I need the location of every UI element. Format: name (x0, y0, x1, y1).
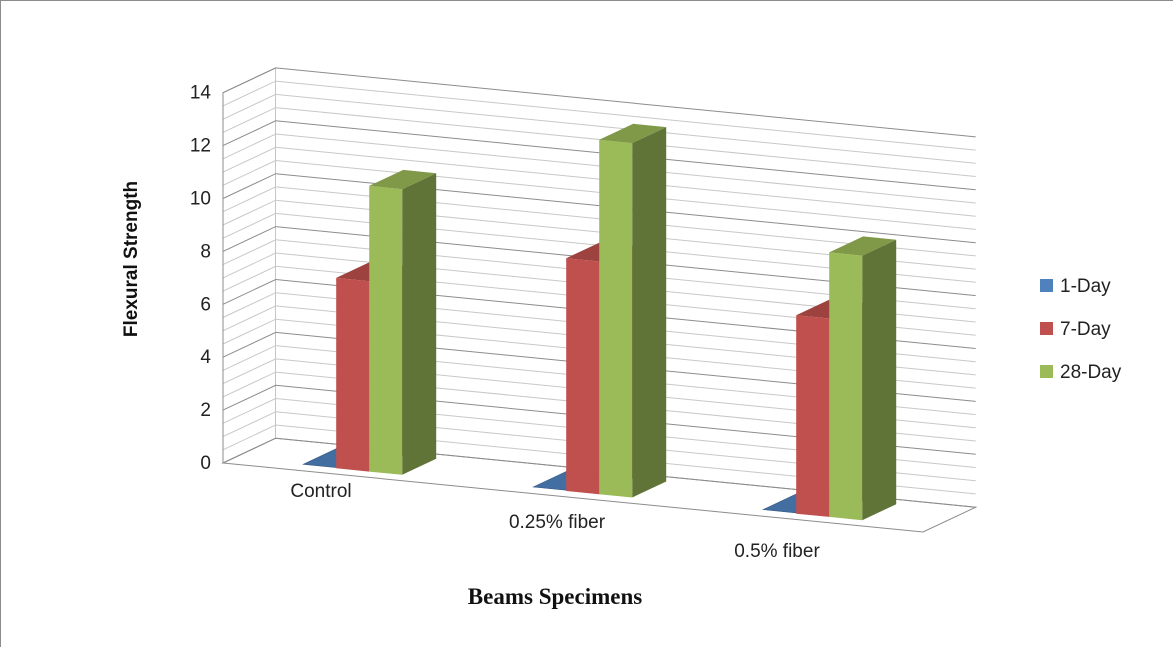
legend-item-7-day: 7-Day (1040, 319, 1111, 340)
legend-swatch (1040, 322, 1053, 335)
minor-gridline (222, 252, 976, 323)
minor-gridline (222, 292, 976, 363)
bar-28-day-1 (369, 169, 437, 475)
gridlines (222, 67, 976, 508)
y-tick-label: 14 (190, 83, 212, 104)
bar-28-day-2 (599, 123, 667, 498)
major-gridline (222, 437, 976, 508)
legend-item-1-day: 1-Day (1040, 276, 1111, 297)
major-gridline (222, 120, 976, 191)
minor-gridline (222, 146, 976, 217)
minor-gridline (222, 411, 976, 482)
minor-gridline (222, 424, 976, 495)
minor-gridline (222, 265, 976, 336)
minor-gridline (222, 239, 976, 310)
minor-gridline (222, 397, 976, 468)
legend-swatch (1040, 279, 1053, 292)
bar-28-day-3 (829, 236, 897, 521)
legend-label: 1-Day (1060, 276, 1111, 297)
y-tick-label: 12 (190, 136, 211, 157)
minor-gridline (222, 159, 976, 230)
minor-gridline (222, 318, 976, 389)
x-category-label: 0.5% fiber (734, 541, 820, 562)
minor-gridline (222, 358, 976, 429)
y-axis-title: Flexural Strength (121, 181, 142, 337)
major-gridline (222, 173, 976, 244)
legend: 1-Day 7-Day 28-Day (1040, 276, 1122, 383)
y-tick-label: 6 (200, 294, 211, 315)
minor-gridline (222, 305, 976, 376)
y-tick-label: 2 (200, 400, 211, 421)
x-axis-title: Beams Specimens (468, 584, 642, 609)
x-category-label: Control (290, 481, 351, 502)
minor-gridline (222, 199, 976, 270)
legend-item-28-day: 28-Day (1040, 362, 1122, 383)
major-gridline (222, 331, 976, 402)
y-tick-label: 4 (200, 347, 211, 368)
y-tick-label: 10 (190, 189, 211, 210)
x-category-label: 0.25% fiber (509, 512, 606, 533)
minor-gridline (222, 212, 976, 283)
y-tick-label: 8 (200, 241, 211, 262)
y-tick-labels: 0 2 4 6 8 10 12 14 (190, 83, 212, 474)
x-category-labels: Control 0.25% fiber 0.5% fiber (290, 481, 820, 562)
minor-gridline (222, 93, 976, 164)
bars (302, 123, 897, 521)
minor-gridline (222, 345, 976, 416)
minor-gridline (222, 133, 976, 204)
minor-gridline (222, 371, 976, 442)
legend-swatch (1040, 365, 1053, 378)
legend-label: 7-Day (1060, 319, 1111, 340)
major-gridline (222, 226, 976, 297)
y-tick-label: 0 (200, 453, 211, 474)
major-gridline (222, 278, 976, 349)
legend-label: 28-Day (1060, 362, 1122, 383)
minor-gridline (222, 80, 976, 151)
major-gridline (222, 384, 976, 455)
minor-gridline (222, 107, 976, 177)
major-gridline (222, 67, 976, 138)
minor-gridline (222, 186, 976, 257)
